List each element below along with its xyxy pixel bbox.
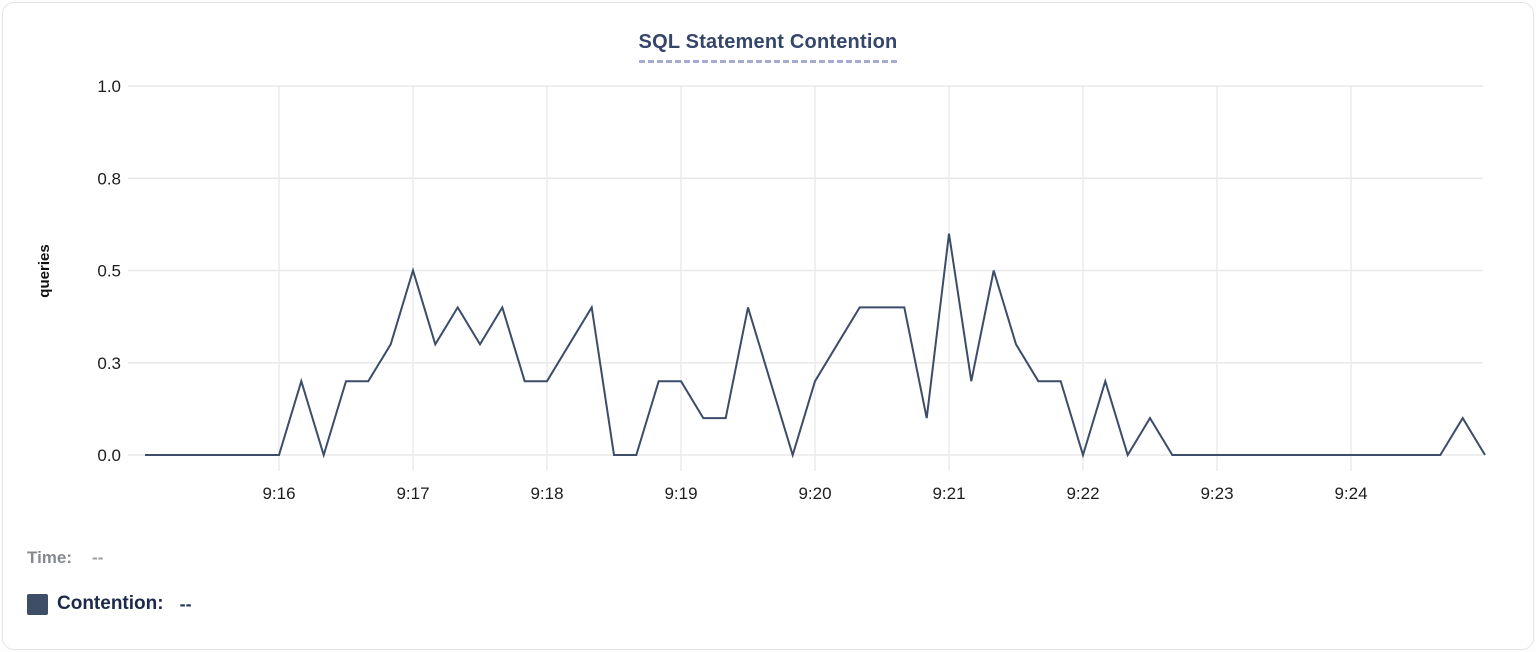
contention-line[interactable] [145,233,1486,459]
time-label: Time: [27,548,73,567]
contention-series-swatch [27,593,48,615]
x-tick-label: 9:18 [530,484,563,503]
time-readout-row: Time: -- [27,544,192,572]
x-tick-label: 9:23 [1200,484,1233,503]
time-value: -- [92,548,104,567]
x-tick-label: 9:24 [1334,484,1367,503]
x-tick-label: 9:19 [664,484,697,503]
y-tick-label: 0.3 [97,354,121,373]
x-tick-label: 9:22 [1066,484,1099,503]
contention-line-chart: 1.0 0.8 0.5 0.3 0.0 9:16 9:17 9:18 9:19 9:20 9:21 9… [36,77,1486,503]
x-tick-label: 9:20 [798,484,831,503]
contention-readout-row[interactable]: Contention: -- [27,590,192,618]
hover-readout: Time: -- Contention: -- [27,544,192,618]
x-tick-label: 9:17 [396,484,429,503]
x-tick-label: 9:16 [262,484,295,503]
chart-header: SQL Statement Contention [3,31,1533,63]
y-tick-label: 0.0 [97,446,121,465]
chart-title[interactable]: SQL Statement Contention [638,31,898,63]
y-axis-title: queries [36,244,53,297]
contention-label: Contention: [57,593,164,614]
y-tick-label: 0.8 [97,169,121,188]
y-tick-label: 1.0 [97,77,121,96]
y-tick-label: 0.5 [97,262,121,281]
x-tick-label: 9:21 [932,484,965,503]
contention-value: -- [179,593,192,614]
